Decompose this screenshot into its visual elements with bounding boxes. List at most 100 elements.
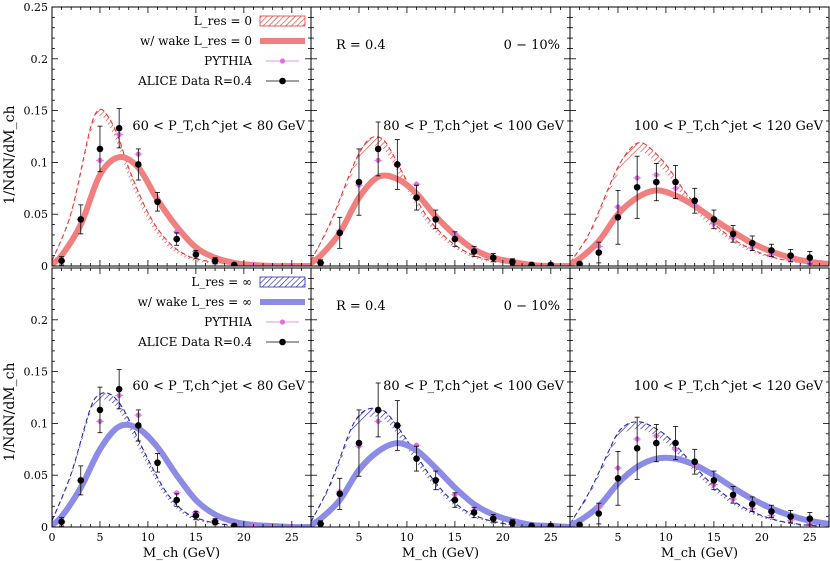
pt-bin-label: 80 < P_T,ch^jet < 100 GeV — [383, 379, 565, 394]
data-point — [748, 500, 756, 508]
data-point — [355, 439, 363, 447]
pt-bin-label: 100 < P_T,ch^jet < 120 GeV — [634, 379, 824, 394]
y-tick-label: 0.2 — [31, 53, 49, 66]
chart-panel-0-0: 0 0.05 0.1 0.15 0.2 0.25 60 < P_T,ch^jet < 80 … — [24, 1, 312, 273]
data-point — [336, 229, 344, 237]
data-point — [135, 422, 142, 429]
hatch-band-edge — [52, 392, 244, 527]
data-point — [614, 214, 622, 221]
legend-label: w/ wake L_res = 0 — [140, 34, 252, 48]
legend-swatch-hatch — [259, 15, 306, 27]
data-point — [374, 406, 382, 414]
data-point — [432, 477, 440, 484]
x-axis-label: M_ch (GeV) — [661, 546, 738, 561]
data-point — [787, 513, 794, 520]
data-point — [633, 444, 641, 452]
chart-panel-1-2: 5 10 15 20 25 M_ch (GeV) 100 < P_T,ch^jet < 12… — [569, 267, 830, 561]
data-point — [806, 254, 814, 262]
data-point — [653, 439, 660, 447]
data-point — [192, 251, 200, 258]
legend-swatch-pythia — [279, 58, 286, 64]
radius-label: R = 0.4 — [336, 299, 386, 314]
y-tick-label: 0.15 — [24, 366, 49, 379]
data-point — [470, 248, 478, 255]
data-point — [413, 455, 420, 462]
y-tick-label: 0.15 — [24, 105, 49, 118]
pt-bin-label: 60 < P_T,ch^jet < 80 GeV — [132, 119, 305, 134]
data-point — [729, 491, 737, 499]
data-point — [691, 458, 699, 466]
data-point — [653, 178, 660, 186]
legend-label: w/ wake L_res = ∞ — [138, 295, 252, 309]
data-point — [154, 459, 161, 467]
x-tick-label: 5 — [96, 531, 103, 544]
data-point — [96, 145, 104, 153]
data-point — [77, 216, 85, 223]
data-point — [115, 124, 123, 132]
chart-panel-1-0: 0 0.05 0.1 0.15 0.2 0 5 10 15 20 25 M_ch (GeV) 60 < … — [24, 267, 312, 561]
y-tick-label: 0 — [41, 521, 48, 534]
panel-frame — [569, 267, 830, 528]
data-point — [58, 257, 65, 265]
pt-bin-label: 60 < P_T,ch^jet < 80 GeV — [132, 379, 305, 394]
legend-swatch-hatch — [259, 276, 306, 288]
data-point — [470, 509, 478, 516]
x-tick-label: 5 — [355, 531, 362, 544]
y-tick-label: 0 — [41, 260, 48, 273]
pt-bin-label: 80 < P_T,ch^jet < 100 GeV — [383, 119, 565, 134]
x-axis-label: M_ch (GeV) — [143, 546, 220, 561]
data-point — [317, 259, 324, 266]
data-point — [58, 518, 65, 526]
data-point — [413, 194, 420, 201]
data-point — [806, 515, 814, 523]
legend: L_res = ∞ w/ wake L_res = ∞ PYTHIA ALICE Da… — [137, 275, 306, 349]
data-point — [317, 520, 324, 527]
x-tick-label: 15 — [707, 531, 721, 544]
chart-panel-0-2: 100 < P_T,ch^jet < 120 GeV — [569, 6, 830, 267]
y-axis-label-bottom: 1/NdN/dM_ch — [2, 363, 18, 462]
plot-area — [311, 382, 570, 527]
legend-label: PYTHIA — [204, 54, 252, 68]
panel-frame — [569, 6, 830, 267]
wake-band — [311, 440, 570, 527]
data-point — [173, 235, 181, 243]
x-tick-label: 15 — [448, 531, 462, 544]
centrality-label: 0 − 10% — [504, 299, 560, 314]
hatch-band — [52, 392, 244, 527]
x-tick-label: 20 — [496, 531, 510, 544]
data-point — [691, 197, 699, 205]
data-point — [432, 216, 440, 223]
data-point — [729, 230, 737, 238]
x-tick-label: 25 — [803, 531, 817, 544]
hatch-band — [311, 136, 561, 266]
legend-label: PYTHIA — [204, 315, 252, 329]
x-tick-label: 0 — [49, 531, 56, 544]
data-point — [710, 216, 718, 223]
chart-panel-1-1: 5 10 15 20 25 M_ch (GeV) 80 < P_T,ch^jet < 100… — [310, 267, 571, 561]
legend-swatch-data — [279, 77, 286, 85]
radius-label: R = 0.4 — [336, 38, 386, 53]
data-point — [489, 254, 497, 262]
data-point — [509, 258, 516, 266]
data-point — [355, 178, 363, 186]
data-point — [710, 477, 718, 484]
legend-swatch-data — [279, 338, 286, 346]
y-tick-label: 0.2 — [31, 314, 49, 327]
data-point — [374, 145, 382, 153]
y-tick-label: 0.05 — [24, 469, 49, 482]
legend-label: L_res = 0 — [194, 14, 252, 28]
wake-band — [52, 154, 311, 266]
data-point — [394, 422, 401, 429]
data-point — [451, 496, 459, 504]
y-tick-label: 0.25 — [24, 1, 49, 14]
x-tick-label: 10 — [141, 531, 155, 544]
data-point — [595, 510, 603, 517]
chart-panel-0-1: 80 < P_T,ch^jet < 100 GeV R = 0.4 0 − 10% — [310, 6, 571, 267]
x-tick-label: 25 — [544, 531, 558, 544]
data-point — [787, 252, 794, 259]
legend: L_res = 0 w/ wake L_res = 0 PYTHIA ALICE Da… — [137, 14, 306, 88]
data-point — [768, 247, 775, 254]
x-tick-label: 20 — [237, 531, 251, 544]
data-point — [192, 512, 200, 519]
